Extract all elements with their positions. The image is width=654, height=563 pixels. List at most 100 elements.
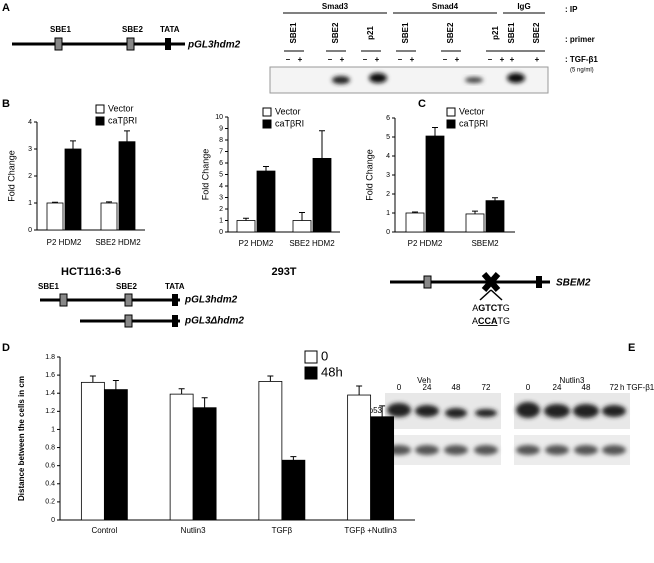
bar <box>100 202 118 231</box>
blot <box>385 393 630 465</box>
bar <box>370 416 395 521</box>
sequence-part: GTCT <box>478 303 503 313</box>
sequence-part: G <box>503 303 510 313</box>
sequence: AGTCTG <box>472 303 510 313</box>
error-bar <box>299 211 305 221</box>
error-bar <box>112 380 119 390</box>
row-label: : TGF-β1 <box>565 55 598 64</box>
error-bar <box>319 130 325 159</box>
legend-label: caTβRI <box>459 118 488 128</box>
gel-band <box>332 76 350 84</box>
panel-label: D <box>2 342 10 354</box>
sbe-box <box>423 275 432 289</box>
y-tick-label: 0.4 <box>45 481 55 488</box>
y-tick-label: 1 <box>51 426 55 433</box>
sequence-part: A <box>472 303 478 313</box>
y-tick-label: 0 <box>219 229 223 236</box>
treatment-sign: + <box>535 55 540 64</box>
bar <box>281 459 306 521</box>
primer-label: SBE1 <box>401 22 410 43</box>
error-bar <box>106 201 112 203</box>
y-axis-label: Fold Change <box>200 149 210 201</box>
element-label: SBE2 <box>116 282 137 291</box>
x-tick-label: SBE2 HDM2 <box>289 239 335 248</box>
treatment-sign: + <box>410 55 415 64</box>
time-label: 72 <box>482 383 491 392</box>
y-tick-label: 0 <box>28 227 32 234</box>
treatment-sign: – <box>488 55 493 64</box>
bar <box>347 394 372 521</box>
error-bar <box>70 140 76 149</box>
legend-swatch <box>446 107 456 117</box>
treatment-sign: + <box>375 55 380 64</box>
y-tick-label: 9 <box>219 125 223 132</box>
primer-label: SBE2 <box>532 22 541 43</box>
construct-label: pGL3hdm2 <box>184 295 238 306</box>
bar <box>292 220 312 233</box>
bar <box>192 407 217 521</box>
callout <box>479 289 503 301</box>
error-bar <box>432 127 438 137</box>
sbe-box <box>59 293 68 307</box>
y-tick-label: 1 <box>28 200 32 207</box>
element-label: SBE1 <box>50 25 71 34</box>
tata-box <box>172 294 178 306</box>
mutation-cross <box>481 272 501 292</box>
panel-label: A <box>2 2 10 14</box>
y-tick-label: 0 <box>386 229 390 236</box>
chart-title: HCT116:3-6 <box>61 266 121 278</box>
error-bar <box>356 385 363 396</box>
treatment-sign: + <box>455 55 460 64</box>
y-tick-label: 1.2 <box>45 408 55 415</box>
y-tick-label: 0.8 <box>45 444 55 451</box>
error-bar <box>201 397 208 408</box>
time-label: 24 <box>553 383 562 392</box>
primer-label: p21 <box>491 26 500 40</box>
time-label: 0 <box>397 383 402 392</box>
error-bar <box>124 130 130 142</box>
row-label: : primer <box>565 35 595 44</box>
x-tick-label: P2 HDM2 <box>239 239 274 248</box>
y-tick-label: 0.2 <box>45 499 55 506</box>
primer-label: SBE1 <box>289 22 298 43</box>
y-tick-label: 6 <box>386 115 390 122</box>
bar <box>258 381 283 521</box>
gel-band <box>465 77 483 83</box>
x-tick-label: P2 HDM2 <box>408 239 443 248</box>
element-label: TATA <box>160 25 180 34</box>
error-bar <box>472 210 478 214</box>
chart-title: 293T <box>271 266 296 278</box>
y-axis-label: Fold Change <box>364 149 374 201</box>
tata-box <box>165 38 171 50</box>
construct-label: SBEM2 <box>556 278 591 289</box>
y-axis-label: Distance between the cells in cm <box>17 376 26 501</box>
x-tick-label: SBEM2 <box>471 239 499 248</box>
element-label: SBE2 <box>122 25 143 34</box>
sequence-part: CCA <box>478 316 498 326</box>
y-tick-label: 3 <box>219 194 223 201</box>
y-tick-label: 2 <box>386 191 390 198</box>
y-tick-label: 8 <box>219 137 223 144</box>
bar <box>256 170 276 233</box>
bar <box>236 220 256 233</box>
x-tick-label: TGFβ +Nutlin3 <box>344 526 397 535</box>
y-tick-label: 1 <box>386 210 390 217</box>
x-tick-label: Nutlin3 <box>181 526 206 535</box>
y-tick-label: 4 <box>219 183 223 190</box>
y-tick-label: 6 <box>219 160 223 167</box>
treatment-sign: – <box>363 55 368 64</box>
error-bar <box>267 375 274 382</box>
primer-label: p21 <box>366 26 375 40</box>
bar <box>169 393 194 521</box>
bar <box>465 213 485 233</box>
treatment-sign: – <box>398 55 403 64</box>
legend-swatch <box>95 116 105 126</box>
legend-label: 0 <box>321 348 328 363</box>
treatment-sign: – <box>443 55 448 64</box>
group-label: Nutlin3 <box>560 376 585 385</box>
y-tick-label: 1.8 <box>45 354 55 361</box>
legend-label: Vector <box>108 103 134 113</box>
time-label: 48 <box>452 383 461 392</box>
legend-swatch <box>304 350 318 364</box>
